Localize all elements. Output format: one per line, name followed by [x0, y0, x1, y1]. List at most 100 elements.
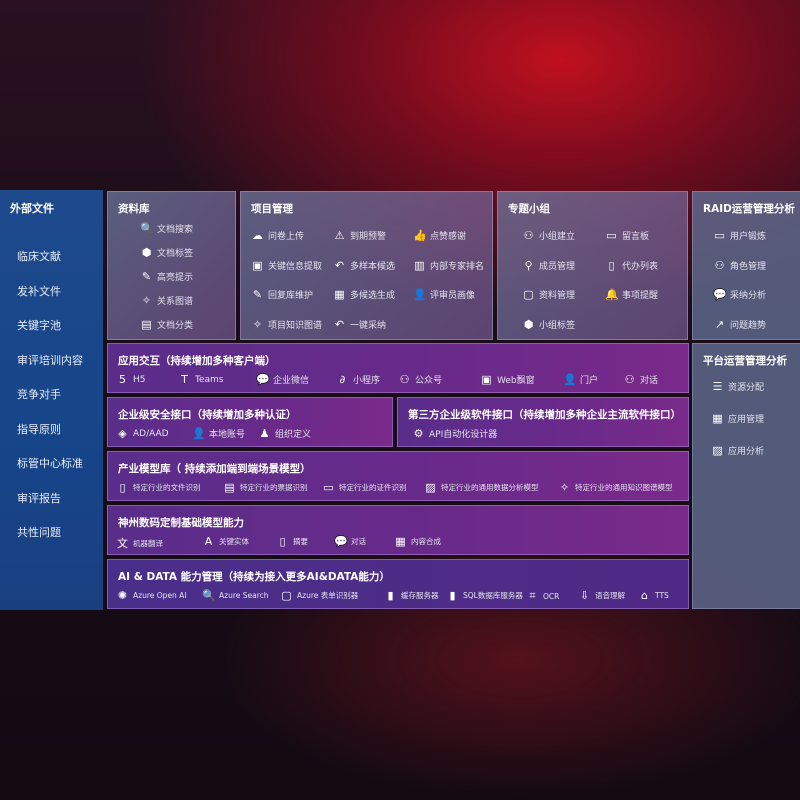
group-item[interactable]: 🔔 事项提醒: [605, 288, 658, 301]
window-icon: ▣: [252, 258, 263, 272]
app-item[interactable]: 💬 企业微信: [256, 373, 309, 386]
project-item[interactable]: ✧ 项目知识图谱: [251, 318, 322, 331]
item-label: H5: [133, 374, 146, 385]
item-label: 门户: [580, 376, 599, 386]
app-item[interactable]: ∂ 小程序: [336, 373, 380, 386]
raid-item[interactable]: ⚇ 角色管理: [713, 259, 766, 272]
app-item[interactable]: T Teams: [178, 373, 223, 386]
bell-icon: 🔔: [605, 288, 619, 301]
industry-item[interactable]: ▯ 特定行业的文件识别: [116, 481, 200, 494]
app-item[interactable]: ⚇ 对话: [623, 373, 658, 386]
sidebar-item[interactable]: 审评培训内容: [17, 354, 83, 367]
org-icon: ♟: [259, 427, 270, 440]
library-item[interactable]: ▤ 文档分类: [140, 318, 193, 331]
project-item[interactable]: ✎ 回复库维护: [251, 288, 313, 301]
base-item[interactable]: 💬 对话: [334, 535, 366, 548]
sidebar-item[interactable]: 临床文献: [17, 250, 61, 263]
security-item[interactable]: 👤 本地账号: [192, 427, 245, 440]
base-item[interactable]: ▯ 摘要: [276, 535, 308, 548]
project-item[interactable]: ↶ 多样本候选: [333, 259, 395, 272]
sidebar-item[interactable]: 标管中心标准: [17, 457, 83, 470]
industry-item[interactable]: ▤ 特定行业的票据识别: [223, 481, 307, 494]
item-label: 小组建立: [539, 232, 576, 242]
library-item[interactable]: ⬢ 文档标签: [140, 246, 193, 259]
platform-item[interactable]: ☰ 资源分配: [711, 380, 764, 393]
graph-icon: ✧: [141, 294, 152, 307]
app-item[interactable]: ⚇ 公众号: [398, 373, 442, 386]
group-item[interactable]: ⬢ 小组标签: [522, 318, 575, 331]
item-label: 缓存服务器: [401, 591, 439, 600]
group-item[interactable]: ▢ 资料管理: [522, 288, 575, 301]
sidebar-item[interactable]: 发补文件: [17, 285, 61, 298]
users-icon: ⚇: [523, 229, 534, 242]
id-card-icon: ▭: [323, 481, 334, 494]
project-item[interactable]: ↶ 一键采纳: [333, 318, 386, 331]
group-item[interactable]: ⚲ 成员管理: [522, 259, 575, 272]
item-label: 文档搜索: [157, 225, 194, 235]
receipt-icon: ▤: [224, 481, 235, 494]
security-item[interactable]: ♟ 组织定义: [258, 427, 311, 440]
base-item[interactable]: A 关键实体: [202, 535, 249, 548]
app-item[interactable]: ▣ Web飘窗: [480, 373, 535, 386]
project-item[interactable]: ▦ 多候选生成: [333, 288, 395, 301]
aidata-item[interactable]: ▮ SQL数据库服务器: [446, 589, 522, 602]
app-item[interactable]: 👤 门户: [563, 373, 598, 386]
aidata-item[interactable]: ✺ Azure Open AI: [116, 589, 187, 602]
aidata-item[interactable]: ▢ Azure 表单识别器: [280, 589, 358, 602]
item-label: 关键实体: [219, 537, 249, 546]
project-item[interactable]: ☁ 问卷上传: [251, 229, 304, 242]
project-item[interactable]: ▣ 关键信息提取: [251, 259, 322, 272]
panel-title: RAID运营管理分析: [703, 203, 795, 215]
industry-item[interactable]: ✧ 特定行业的通用知识图谱模型: [558, 481, 673, 494]
base-item[interactable]: ▦ 内容合成: [394, 535, 441, 548]
item-label: OCR: [543, 591, 560, 601]
document-search-icon: 🔍: [202, 589, 216, 602]
aidata-item[interactable]: ⌗ OCR: [526, 589, 559, 603]
security-panel: 企业级安全接口（持续增加多种认证） ◈ AD/AAD 👤 本地账号 ♟ 组织定义: [107, 397, 393, 447]
aidata-item[interactable]: 🔍 Azure Search: [202, 589, 269, 602]
item-label: 角色管理: [730, 261, 767, 272]
library-item[interactable]: ✎ 高亮提示: [140, 270, 193, 283]
item-label: 用户锻炼: [730, 232, 767, 242]
library-item[interactable]: 🔍 文档搜索: [140, 222, 193, 235]
ranking-icon: ▥: [414, 258, 425, 272]
group-item[interactable]: ▭ 留言板: [605, 229, 649, 242]
thirdparty-item[interactable]: ⚙ API自动化设计器: [412, 427, 498, 440]
project-item[interactable]: ⚠ 到期预警: [333, 229, 386, 242]
item-label: 语音理解: [595, 591, 625, 600]
sidebar-item[interactable]: 关键字池: [17, 319, 61, 332]
app-item[interactable]: 5 H5: [116, 373, 146, 386]
sidebar-item[interactable]: 共性问题: [17, 526, 61, 539]
html5-icon: 5: [119, 373, 126, 386]
raid-item[interactable]: 💬 采纳分析: [713, 288, 766, 301]
sidebar-item[interactable]: 指导原则: [17, 423, 61, 436]
industry-item[interactable]: ▨ 特定行业的通用数据分析模型: [424, 481, 538, 494]
security-item[interactable]: ◈ AD/AAD: [116, 427, 168, 440]
platform-item[interactable]: ▨ 应用分析: [711, 444, 764, 457]
group-item[interactable]: ⚇ 小组建立: [522, 229, 575, 242]
item-label: 资料管理: [539, 291, 576, 301]
item-label: TTS: [655, 591, 669, 600]
sidebar-item[interactable]: 竞争对手: [17, 388, 61, 401]
aidata-item[interactable]: ⌂ TTS: [638, 589, 669, 602]
item-label: 成员管理: [539, 261, 576, 272]
base-item[interactable]: 文机器翻译: [116, 535, 163, 551]
industry-item[interactable]: ▭ 特定行业的证件识别: [322, 481, 406, 494]
library-item[interactable]: ✧ 关系图谱: [140, 294, 193, 307]
sidebar-item[interactable]: 审评报告: [17, 492, 61, 505]
project-item[interactable]: 👍 点赞感谢: [413, 229, 466, 242]
raid-item[interactable]: ▭ 用户锻炼: [713, 229, 766, 242]
item-label: Azure Open AI: [133, 591, 187, 600]
raid-item[interactable]: ↗ 问题趋势: [713, 318, 766, 331]
pen-icon: ✎: [141, 270, 152, 283]
wechat-icon: 💬: [256, 373, 270, 386]
group-item[interactable]: ▯ 代办列表: [605, 259, 658, 272]
item-label: 一键采纳: [350, 320, 387, 331]
project-item[interactable]: ▥ 内部专家排名: [413, 259, 484, 272]
raid-panel: RAID运营管理分析 ▭ 用户锻炼 ⚇ 角色管理 💬 采纳分析 ↗ 问题趋势: [692, 191, 800, 340]
item-label: Web飘窗: [497, 376, 535, 386]
project-item[interactable]: 👤 评审员画像: [413, 288, 475, 301]
aidata-item[interactable]: ▮ 缓存服务器: [384, 589, 439, 602]
platform-item[interactable]: ▦ 应用管理: [711, 412, 764, 425]
aidata-item[interactable]: ⇩ 语音理解: [578, 589, 625, 602]
